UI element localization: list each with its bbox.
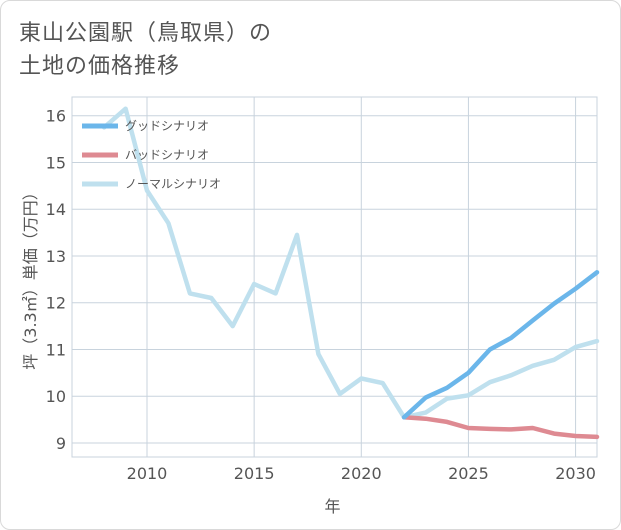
chart-title-line-1: 東山公園駅（鳥取県）の xyxy=(19,21,273,46)
y-tick-label: 11 xyxy=(46,340,66,359)
y-tick-label: 12 xyxy=(46,294,66,313)
x-axis-title: 年 xyxy=(324,497,340,516)
x-tick-label: 2020 xyxy=(341,464,382,483)
series-line-bad xyxy=(401,415,600,440)
legend-label-good: グッドシナリオ xyxy=(125,119,209,133)
legend-label-bad: バッドシナリオ xyxy=(125,148,209,162)
x-tick-label: 2030 xyxy=(555,464,596,483)
axis-ticks: 9 10 11 12 13 14 15 16 2010 2015 2020 2025 2030 xyxy=(46,107,596,483)
y-tick-label: 15 xyxy=(46,153,66,172)
y-tick-label: 9 xyxy=(56,434,66,453)
plot-area-frame xyxy=(71,96,598,458)
y-tick-label: 14 xyxy=(46,200,66,219)
legend-label-normal: ノーマルシナリオ xyxy=(125,177,221,191)
x-tick-label: 2015 xyxy=(234,464,275,483)
grid-lines xyxy=(71,96,598,458)
y-tick-label: 16 xyxy=(46,107,66,126)
chart-title-line-2: 土地の価格推移 xyxy=(19,54,181,79)
y-tick-label: 13 xyxy=(46,247,66,266)
series-line-normal xyxy=(101,106,600,420)
x-tick-label: 2025 xyxy=(448,464,489,483)
series-line-good xyxy=(401,270,600,420)
series-lines xyxy=(101,106,600,440)
x-tick-label: 2010 xyxy=(127,464,168,483)
y-tick-label: 10 xyxy=(46,387,66,406)
chart-title: 東山公園駅（鳥取県）の 土地の価格推移 xyxy=(19,17,272,83)
y-axis-title: 坪（3.3㎡）単価（万円） xyxy=(21,184,40,369)
